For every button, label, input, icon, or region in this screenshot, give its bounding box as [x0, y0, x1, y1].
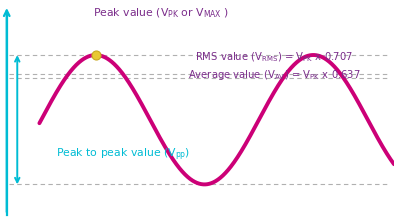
Text: Average value ($\mathregular{V_{AV}}$) = $\mathregular{V_{PK}}$ x 0.637: Average value ($\mathregular{V_{AV}}$) =…	[188, 68, 361, 82]
Text: Peak value ($\mathregular{V_{PK}}$ or $\mathregular{V_{MAX}}$ ): Peak value ($\mathregular{V_{PK}}$ or $\…	[93, 6, 229, 20]
Text: RMS value ($\mathregular{V_{RMS}}$) = $\mathregular{V_{PK}}$ x 0.707: RMS value ($\mathregular{V_{RMS}}$) = $\…	[195, 51, 353, 64]
Text: Peak to peak value ($\mathregular{V_{pp}}$): Peak to peak value ($\mathregular{V_{pp}…	[56, 147, 191, 163]
